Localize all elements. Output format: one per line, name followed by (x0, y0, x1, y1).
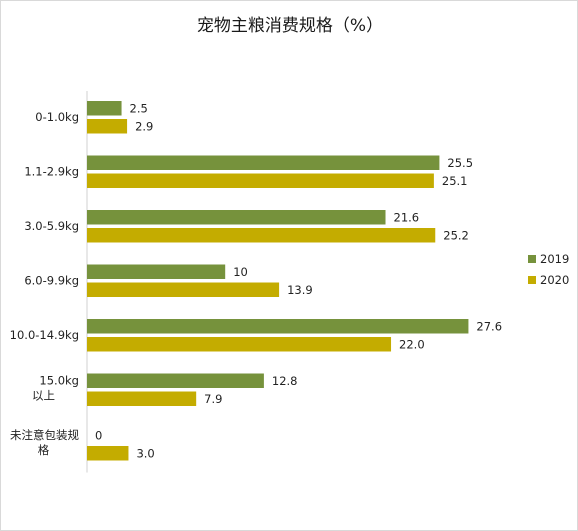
data-label-2019: 21.6 (394, 210, 420, 224)
bar-2019 (87, 155, 440, 170)
bar-2020 (87, 282, 280, 297)
data-label-2019: 12.8 (272, 374, 298, 388)
data-label-2019: 0 (95, 428, 102, 442)
legend-label-2020: 2020 (540, 273, 569, 287)
bar-2020 (87, 119, 128, 134)
category-label: 6.0-9.9kg (24, 274, 79, 288)
category-label-line: 以上 (32, 389, 55, 403)
legend-label-2019: 2019 (540, 252, 569, 266)
category-label: 未注意包装规格 (10, 428, 79, 457)
data-label-2020: 3.0 (136, 446, 154, 460)
data-label-2019: 27.6 (476, 319, 502, 333)
data-label-2019: 25.5 (447, 156, 473, 170)
data-label-2020: 2.9 (135, 119, 153, 133)
data-label-2020: 25.1 (442, 174, 468, 188)
bar-2020 (87, 173, 434, 188)
bar-2019 (87, 101, 122, 116)
chart-title: 宠物主粮消费规格（%） (196, 16, 384, 36)
data-label-2020: 13.9 (287, 283, 313, 297)
category-label-line: 15.0kg (39, 374, 79, 388)
bar-2020 (87, 228, 436, 243)
category-label: 0-1.0kg (35, 110, 79, 124)
legend-swatch-2019 (528, 255, 536, 263)
data-label-2020: 7.9 (204, 392, 222, 406)
category-label: 3.0-5.9kg (24, 219, 79, 233)
category-label: 1.1-2.9kg (24, 165, 79, 179)
bar-2020 (87, 337, 392, 352)
bar-2019 (87, 264, 226, 279)
legend-swatch-2020 (528, 276, 536, 284)
bar-2020 (87, 391, 197, 406)
bar-2019 (87, 373, 264, 388)
bar-2019 (87, 319, 469, 334)
category-label: 10.0-14.9kg (10, 328, 79, 342)
bar-2019 (87, 210, 386, 225)
category-label-line: 格 (38, 443, 50, 457)
data-label-2020: 22.0 (399, 337, 425, 351)
data-label-2019: 2.5 (130, 101, 148, 115)
category-label: 15.0kg 以上 (32, 374, 79, 403)
bar-2020 (87, 446, 129, 461)
data-label-2019: 10 (233, 265, 248, 279)
data-label-2020: 25.2 (443, 228, 469, 242)
category-label-line: 未注意包装规 (10, 428, 79, 442)
